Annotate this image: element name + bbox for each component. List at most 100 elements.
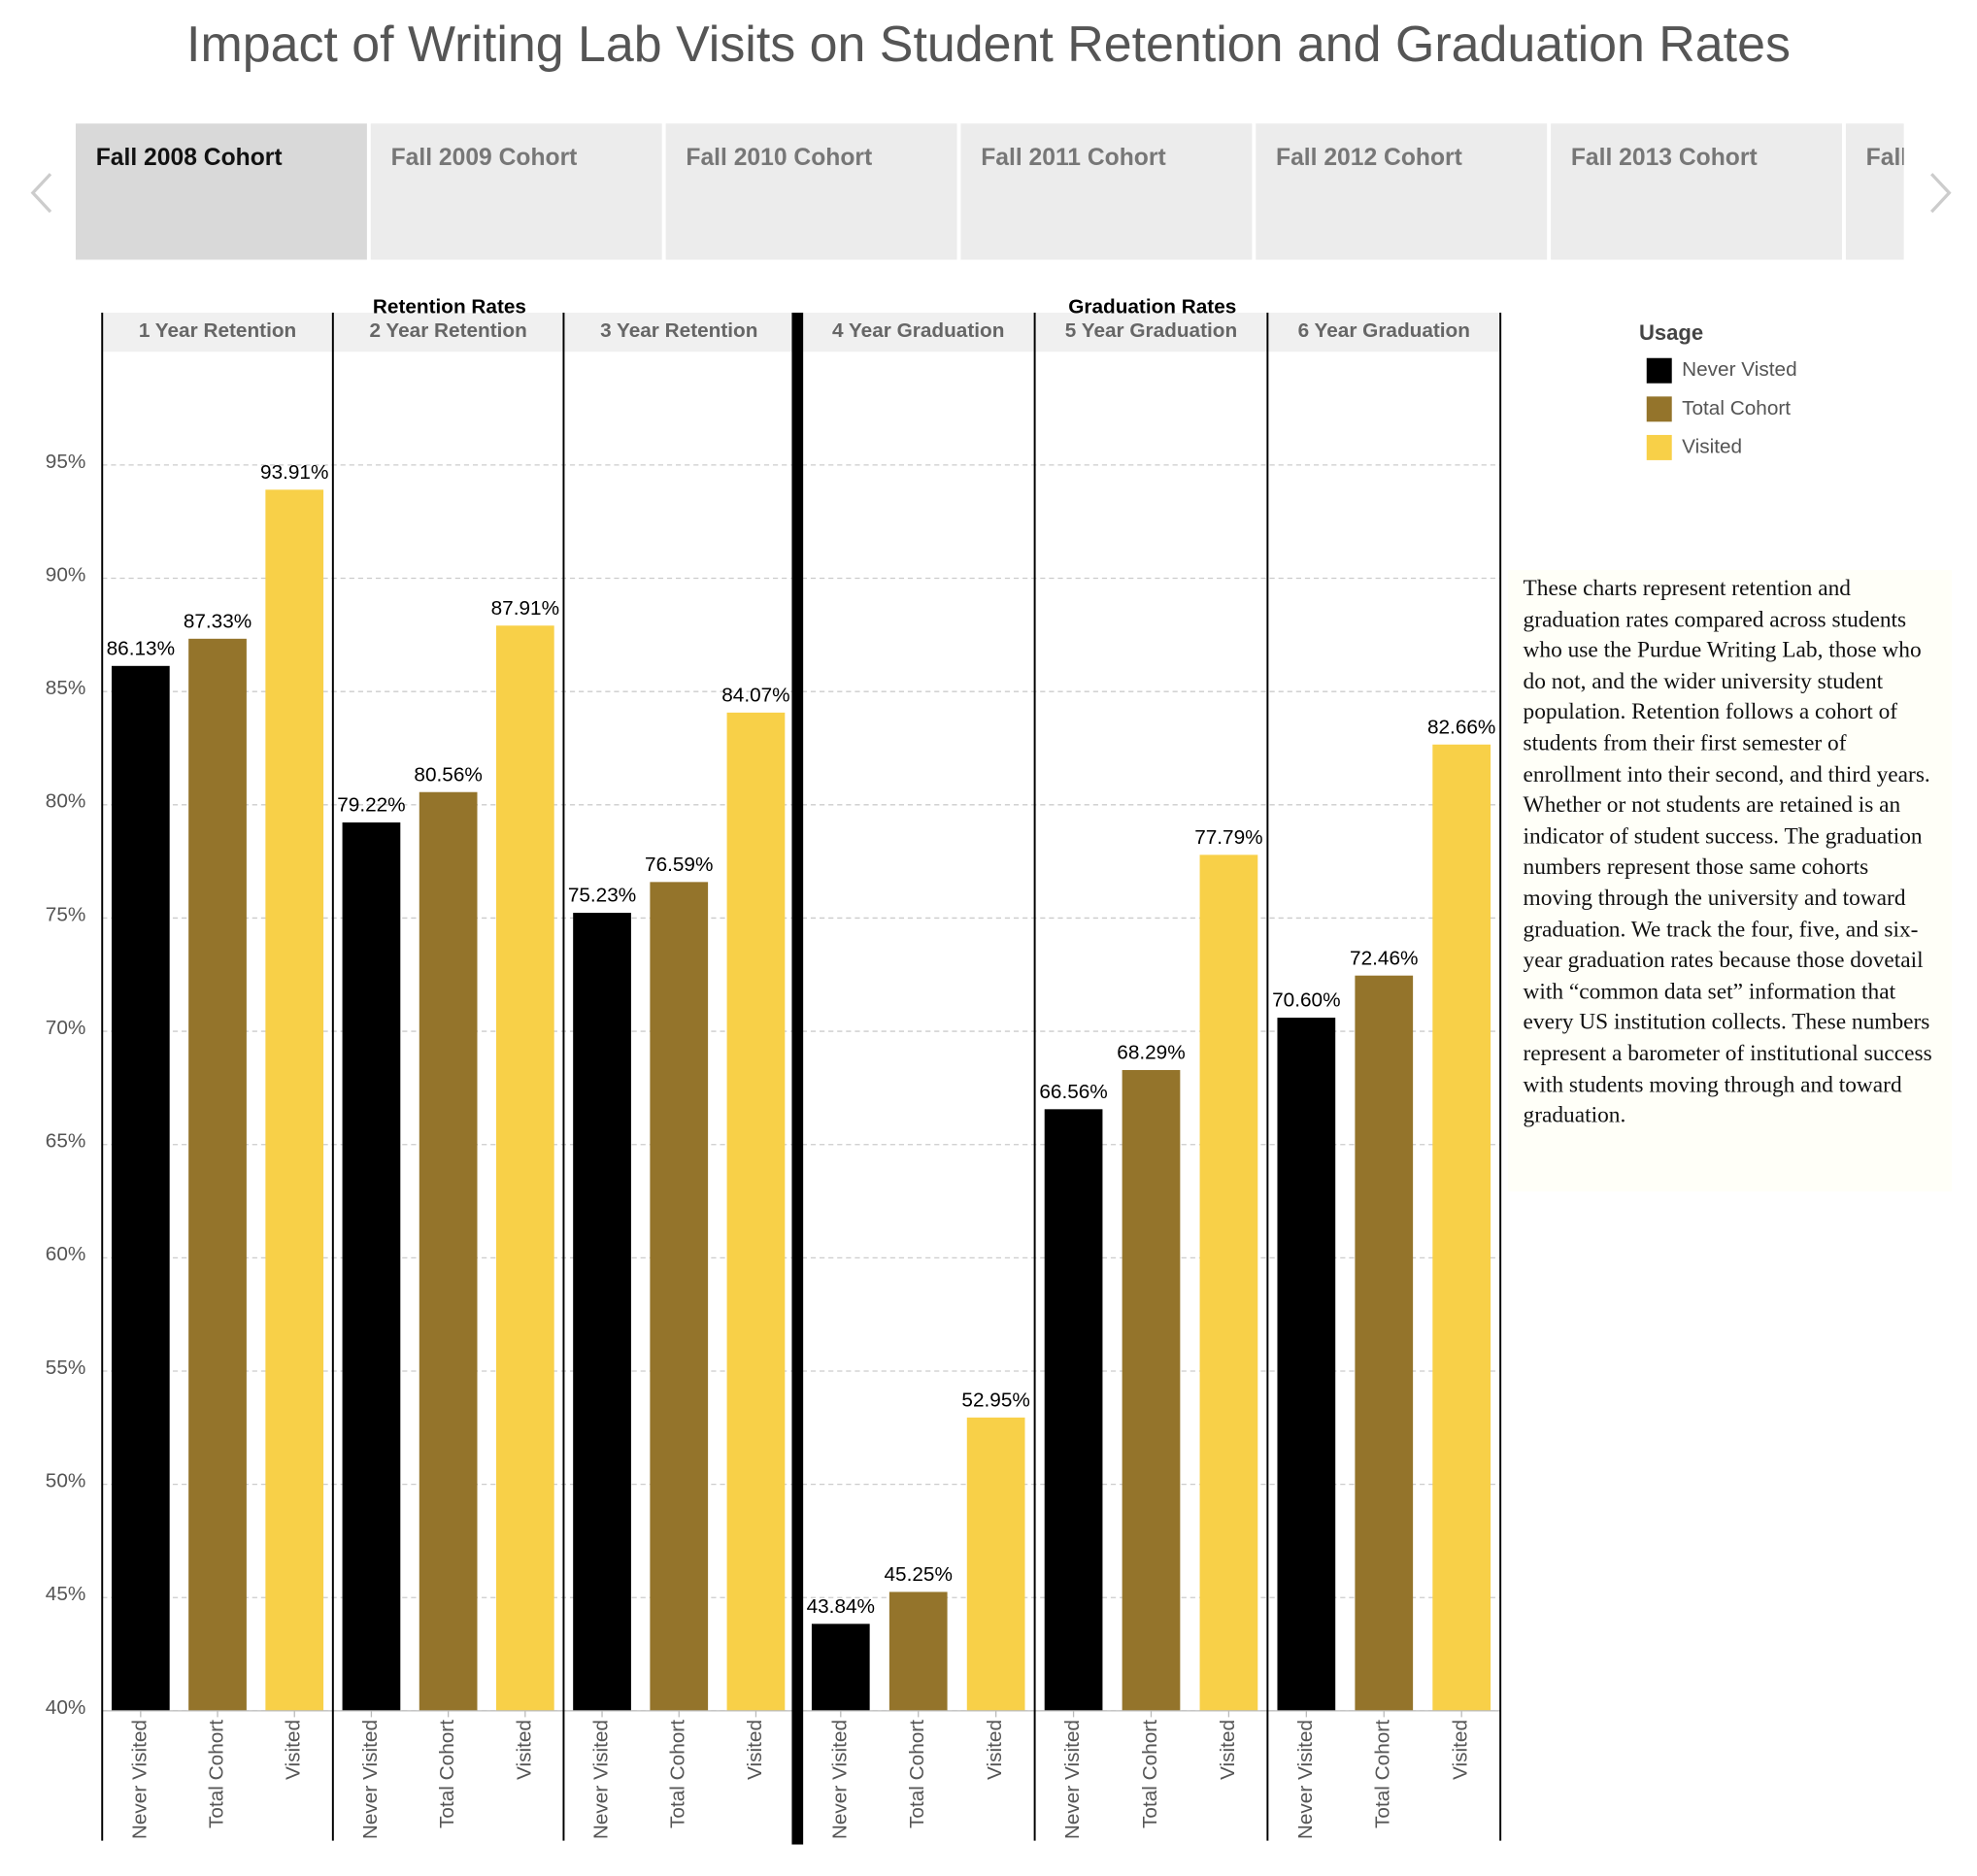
tab-label[interactable]: Fall 2012 Cohort [1276,145,1462,171]
bar [573,913,631,1711]
y-tick-label: 75% [46,903,86,925]
value-label: 84.07% [721,684,789,706]
bar [650,882,709,1711]
value-label: 43.84% [807,1595,875,1618]
panel-header-band [102,313,795,352]
description: These charts represent retention and gra… [1507,569,1952,1191]
tab[interactable] [75,123,367,260]
bar [1355,975,1414,1711]
x-tick-label: Never Visited [1294,1720,1317,1839]
panel-title: 6 Year Graduation [1298,319,1470,342]
x-tick-label: Total Cohort [1372,1720,1394,1828]
x-tick-label: Visited [984,1720,1006,1780]
value-label: 75.23% [568,885,636,907]
tab[interactable] [960,123,1253,260]
x-tick-label: Never Visited [359,1720,382,1839]
legend-label: Total Cohort [1682,397,1791,419]
tab[interactable] [370,123,662,260]
description-box: These charts represent retention and gra… [1507,569,1952,1191]
tab[interactable] [1845,123,1977,260]
x-tick-label: Never Visited [828,1720,851,1839]
y-tick-label: 85% [46,677,86,699]
value-label: 72.46% [1350,947,1418,969]
panel-title: 4 Year Graduation [832,319,1004,342]
tab-label[interactable]: Fall 2008 Cohort [96,145,283,171]
legend-swatch [1646,357,1672,384]
value-label: 76.59% [645,854,713,876]
value-label: 66.56% [1039,1081,1107,1103]
bar [495,625,554,1711]
tab-label[interactable]: Fall 2013 Cohort [1571,145,1758,171]
tab-label[interactable]: Fall 2011 Cohort [981,145,1165,171]
value-label: 79.22% [337,794,405,817]
plot-area: Retention Rates 40% 45% 50% 55% 60% 65% 70% 75% 8… [46,295,1502,1845]
tab[interactable] [665,123,957,260]
legend: Never Visted Total Cohort Visited [1646,357,1797,460]
y-tick-label: 60% [46,1243,86,1265]
tab-label[interactable]: Fall [1866,145,1907,171]
x-tick-label: Total Cohort [436,1720,458,1828]
bar [888,1591,948,1711]
bar [1122,1069,1181,1711]
x-tick-label: Total Cohort [1139,1720,1161,1828]
bar [811,1624,870,1711]
value-label: 87.33% [184,610,251,632]
x-tick-label: Total Cohort [206,1720,228,1828]
bar [419,791,478,1711]
y-tick-label: 55% [46,1357,86,1379]
tab-strip: Fall 2008 Cohort Fall 2009 Cohort Fall 201… [75,123,1977,260]
bar [1199,854,1258,1711]
value-label: 82.66% [1427,716,1495,738]
bar [1432,744,1491,1711]
bar [966,1417,1025,1711]
x-tick-label: Visited [1217,1720,1239,1780]
x-tick-label: Visited [1450,1720,1472,1780]
prev-arrow[interactable] [30,173,52,214]
value-label: 45.25% [885,1563,953,1586]
x-tick-label: Visited [283,1720,305,1780]
x-tick-label: Never Visited [590,1720,613,1839]
value-label: 86.13% [107,637,175,659]
x-tick-label: Visited [513,1720,535,1780]
value-label: 70.60% [1272,989,1340,1012]
panel-title: 5 Year Graduation [1065,319,1237,342]
bar [1277,1018,1336,1711]
bar [1044,1109,1103,1711]
legend-title: Usage [1639,320,1703,345]
x-tick-label: Visited [744,1720,766,1780]
y-tick-label: 50% [46,1470,86,1492]
bar [342,821,401,1711]
panel-header-band [801,313,1501,352]
tab-label[interactable]: Fall 2010 Cohort [686,145,872,171]
panel-title: 1 Year Retention [139,319,296,342]
value-label: 77.79% [1194,826,1262,849]
legend-label: Never Visted [1682,358,1797,381]
y-tick-label: 40% [46,1696,86,1719]
panel-title: 2 Year Retention [369,319,526,342]
panel-title: 3 Year Retention [600,319,757,342]
value-label: 80.56% [414,763,482,786]
value-label: 68.29% [1117,1042,1185,1064]
group-title: Graduation Rates [1068,295,1236,318]
value-label: 93.91% [260,461,328,484]
y-tick-label: 65% [46,1130,86,1153]
y-tick-label: 95% [46,451,86,473]
legend-swatch [1646,434,1672,460]
bar [265,489,324,1711]
tab-label[interactable]: Fall 2009 Cohort [391,145,578,171]
next-arrow[interactable] [1930,173,1952,214]
legend-swatch [1646,396,1672,422]
value-label: 52.95% [961,1389,1029,1411]
bar [726,712,786,1711]
x-tick-label: Never Visited [128,1720,151,1839]
tab[interactable] [1551,123,1843,260]
tab[interactable] [1256,123,1548,260]
y-tick-label: 45% [46,1583,86,1605]
group-separator [791,313,804,1845]
legend-label: Visited [1682,435,1742,457]
y-tick-label: 90% [46,563,86,586]
bar [188,638,247,1711]
value-label: 87.91% [491,597,559,620]
